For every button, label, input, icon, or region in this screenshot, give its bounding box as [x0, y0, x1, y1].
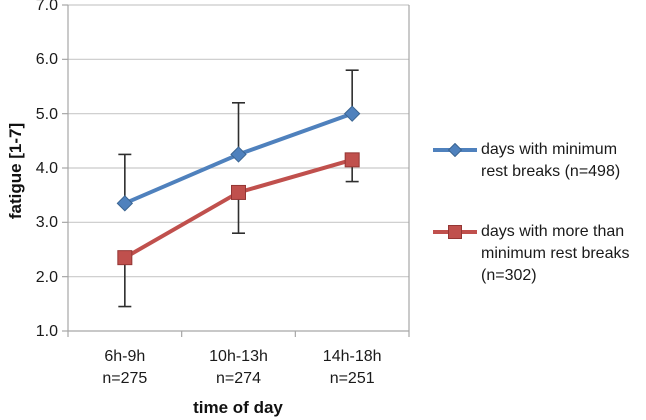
legend-label-line: days with more than [481, 223, 625, 240]
x-tick-label: 10h-13h n=274 [179, 346, 299, 390]
legend-item-more-than-minimum-rest-breaks: days with more than minimum rest breaks … [432, 221, 629, 287]
y-tick-label: 3.0 [35, 214, 58, 232]
y-tick-label: 5.0 [35, 105, 58, 123]
x-tick-label: 14h-18h n=251 [292, 346, 412, 390]
legend-label-minimum-rest-breaks: days with minimum rest breaks (n=498) [481, 139, 620, 183]
y-axis-title: fatigue [1-7] [6, 122, 25, 220]
x-tick-sample-size: n=274 [216, 370, 261, 387]
legend-marker-square-icon [433, 225, 477, 239]
x-tick-sample-size: n=275 [102, 370, 148, 387]
data-point-square [344, 152, 360, 168]
x-tick-category: 6h-9h [104, 348, 146, 365]
legend-label-line: rest breaks (n=498) [481, 163, 621, 180]
y-tick-label: 2.0 [35, 268, 58, 286]
data-point-diamond [230, 146, 247, 163]
legend-label-line: minimum rest breaks [481, 245, 630, 262]
x-tick-sample-size: n=251 [329, 370, 375, 387]
y-tick-label: 1.0 [35, 323, 58, 340]
legend-label-line: days with minimum [481, 141, 618, 158]
data-point-square [117, 250, 133, 266]
legend-label-more-than-minimum-rest-breaks: days with more than minimum rest breaks … [481, 221, 629, 287]
x-tick-label: 6h-9h n=275 [65, 346, 185, 390]
x-axis-title: time of day [193, 398, 283, 417]
data-point-diamond [343, 105, 361, 122]
y-tick-label: 4.0 [35, 160, 58, 177]
data-point-diamond [116, 195, 134, 212]
data-point-square [231, 184, 246, 200]
y-tick-label: 6.0 [35, 51, 58, 69]
legend-label-line: (n=302) [481, 267, 537, 284]
y-tick-label: 7.0 [35, 0, 58, 14]
legend-item-minimum-rest-breaks: days with minimum rest breaks (n=498) [432, 139, 620, 183]
x-tick-category: 10h-13h [209, 348, 268, 365]
legend-marker-diamond-icon [433, 143, 477, 157]
x-tick-category: 14h-18h [322, 348, 382, 365]
